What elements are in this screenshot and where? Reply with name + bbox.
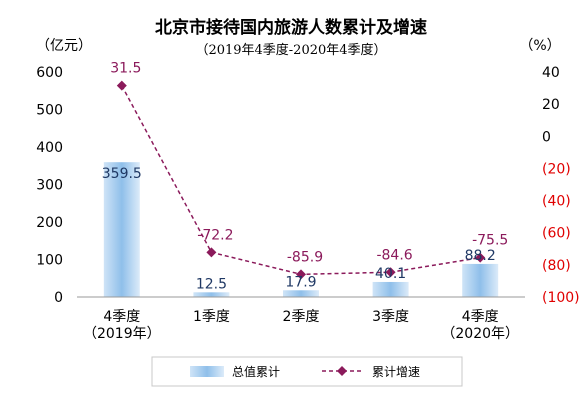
- x-axis-labels: 4季度（2019年）1季度 2季度 3季度 4季度（2020年）: [83, 309, 519, 342]
- x-axis-tick-label: 1季度: [193, 309, 230, 325]
- left-axis-tick-label: 400: [36, 140, 63, 156]
- chart-subtitle: （2019年4季度-2020年4季度）: [195, 42, 386, 58]
- line-marker: [116, 80, 127, 91]
- line-marker: [296, 269, 306, 280]
- right-axis-tick-label: (100): [542, 290, 580, 306]
- bar-data-label: 88.2: [465, 248, 496, 264]
- legend: 总值累计 累计增速: [151, 356, 463, 387]
- right-axis: 40 20 0 (20) (40) (60) (80) (100): [542, 65, 580, 306]
- right-axis-unit: （%）: [519, 38, 560, 54]
- x-axis-tick-label: （2020年）: [441, 326, 519, 342]
- bar: [462, 263, 499, 297]
- left-axis: 0 100 200 300 400 500 600: [36, 65, 63, 306]
- line-data-label: -72.2: [197, 227, 233, 243]
- legend-line-marker: [337, 366, 347, 376]
- right-axis-tick-label: 20: [542, 97, 560, 113]
- bar-data-label: 359.5: [102, 166, 142, 182]
- bar-data-label: 12.5: [196, 276, 227, 292]
- x-axis-tick-label: 2季度: [283, 309, 320, 325]
- x-axis-tick-label: （2019年）: [83, 326, 161, 342]
- bar: [283, 290, 319, 297]
- line-series: [116, 80, 486, 280]
- right-axis-tick-label: 0: [542, 129, 551, 145]
- right-axis-tick-label: (80): [542, 258, 571, 274]
- line-data-labels: 31.5 -72.2 -85.9 -84.6 -75.5: [110, 61, 508, 266]
- right-axis-tick-label: (40): [542, 194, 571, 210]
- bar: [103, 162, 140, 297]
- legend-bar-swatch: [190, 366, 224, 377]
- line-data-label: -75.5: [472, 233, 508, 249]
- left-axis-tick-label: 600: [36, 65, 63, 81]
- line-marker: [206, 247, 217, 258]
- chart-title: 北京市接待国内旅游人数累计及增速: [155, 17, 427, 38]
- legend-box: [151, 356, 463, 387]
- line-data-label: 31.5: [110, 61, 141, 77]
- bar: [193, 292, 230, 297]
- x-axis-tick-label: 4季度: [462, 309, 499, 325]
- bar: [372, 281, 409, 297]
- right-axis-tick-label: (20): [542, 161, 571, 177]
- left-axis-unit: （亿元）: [36, 38, 92, 54]
- right-axis-tick-label: (60): [542, 226, 571, 242]
- left-axis-tick-label: 0: [54, 290, 63, 306]
- left-axis-tick-label: 300: [36, 178, 63, 194]
- left-axis-tick-label: 200: [36, 215, 63, 231]
- bar-data-labels: 359.5 12.5 17.9 40.1 88.2: [102, 166, 496, 292]
- bar-data-label: 40.1: [375, 266, 406, 282]
- x-axis-tick-label: 3季度: [372, 309, 409, 325]
- line-data-label: -85.9: [287, 249, 323, 265]
- bar-data-label: 17.9: [285, 274, 316, 290]
- left-axis-tick-label: 100: [36, 253, 63, 269]
- x-axis-tick-label: 4季度: [103, 309, 140, 325]
- legend-line-label: 累计增速: [372, 365, 420, 379]
- left-axis-tick-label: 500: [36, 103, 63, 119]
- bar-series: [103, 162, 499, 297]
- line-data-label: -84.6: [376, 247, 412, 263]
- legend-bar-label: 总值累计: [232, 364, 280, 379]
- line-marker: [475, 252, 486, 263]
- line-path: [121, 85, 481, 276]
- line-marker: [385, 267, 396, 278]
- right-axis-tick-label: 40: [542, 65, 560, 81]
